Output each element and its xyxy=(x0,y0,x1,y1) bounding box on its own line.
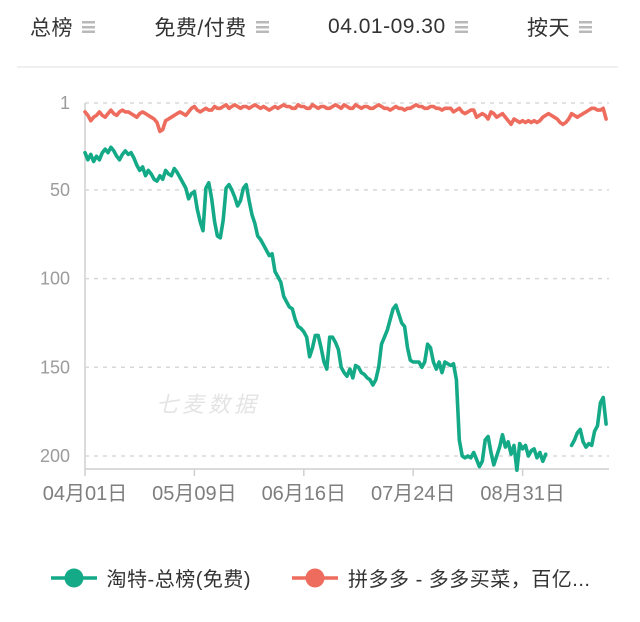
x-axis-label-4: 08月31日 xyxy=(480,483,565,505)
filter-free-paid-label: 免费/付费 xyxy=(154,17,247,40)
filter-date-range-label: 04.01-09.30 xyxy=(328,15,446,38)
x-axis-label-0: 04月01日 xyxy=(43,483,128,505)
y-axis-label-50: 50 xyxy=(50,180,70,200)
y-axis-label-150: 150 xyxy=(40,357,70,377)
menu-lines-icon xyxy=(578,21,592,33)
y-axis-label-1: 1 xyxy=(60,93,70,113)
legend-label-pinduoduo: 拼多多 - 多多买菜，百亿... xyxy=(348,569,591,591)
legend-item-taote[interactable]: 淘特-总榜(免费) xyxy=(50,563,251,592)
filter-date-range[interactable]: 04.01-09.30 xyxy=(328,15,468,39)
filter-bar: 总榜 免费/付费 04.01-09.30 按天 xyxy=(0,0,640,54)
filter-granularity-label: 按天 xyxy=(526,17,570,40)
rank-chart: 1 50 100 150 200 04月01日 05月09日 06月16日 07月24日 08月3… xyxy=(0,60,640,520)
series-line-taote-seg1 xyxy=(569,395,608,449)
filter-ranking-type-label: 总榜 xyxy=(30,17,73,40)
filter-free-paid[interactable]: 免费/付费 xyxy=(154,12,269,42)
y-axis-label-200: 200 xyxy=(40,446,70,466)
y-axis-label-100: 100 xyxy=(40,269,70,289)
series-line-pinduoduo-seg0 xyxy=(83,103,608,134)
legend-label-taote: 淘特-总榜(免费) xyxy=(106,569,252,591)
legend-marker-red-icon xyxy=(292,568,339,587)
menu-lines-icon xyxy=(82,21,95,33)
filter-granularity[interactable]: 按天 xyxy=(527,12,592,42)
filter-ranking-type[interactable]: 总榜 xyxy=(30,12,95,42)
menu-lines-icon xyxy=(454,21,468,33)
x-axis-label-3: 07月24日 xyxy=(371,483,456,505)
x-axis-label-2: 06月16日 xyxy=(262,483,347,505)
header-divider xyxy=(17,66,618,68)
series-line-taote-seg0 xyxy=(83,145,548,472)
chart-legend: 淘特-总榜(免费) 拼多多 - 多多买菜，百亿... xyxy=(0,563,640,592)
legend-item-pinduoduo[interactable]: 拼多多 - 多多买菜，百亿... xyxy=(291,563,590,592)
menu-lines-icon xyxy=(255,21,269,33)
legend-marker-green-icon xyxy=(50,568,97,587)
x-axis-label-1: 05月09日 xyxy=(152,483,237,505)
